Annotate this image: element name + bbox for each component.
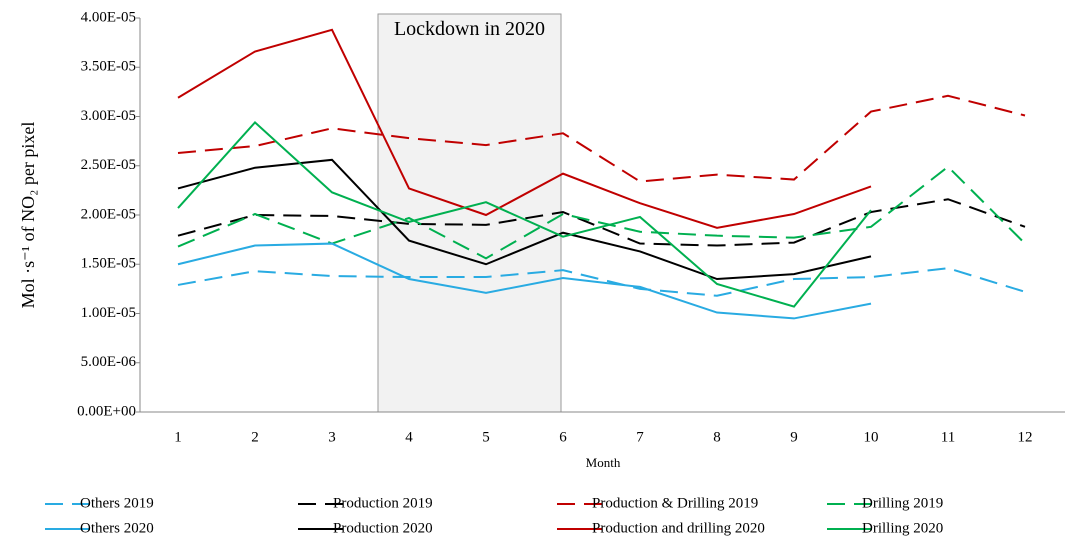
- y-tick-label: 1.00E-05: [81, 305, 136, 321]
- series-line: [177, 158, 872, 281]
- legend-label: Drilling 2019: [862, 495, 943, 511]
- legend-label: Others 2020: [80, 520, 154, 536]
- legend-label: Production & Drilling 2019: [592, 495, 758, 511]
- x-tick-label: 7: [636, 429, 644, 445]
- y-tick-label: 5.00E-06: [81, 354, 137, 370]
- x-tick-label: 8: [713, 429, 721, 445]
- y-axis-title: Mol ·s⁻¹ of NO₂ per pixel: [18, 122, 38, 309]
- x-tick-label: 6: [559, 429, 567, 445]
- y-tick-label: 3.00E-05: [81, 108, 136, 124]
- legend-label: Production 2019: [333, 495, 433, 511]
- series-line: [177, 242, 872, 320]
- legend-label: Others 2019: [80, 495, 154, 511]
- series-line: [177, 165, 1026, 260]
- x-tick-label: 5: [482, 429, 490, 445]
- legend-label: Drilling 2020: [862, 520, 943, 536]
- x-tick-label: 2: [251, 429, 259, 445]
- annotation: Lockdown in 2020: [393, 18, 546, 40]
- series-line: [177, 28, 872, 229]
- x-tick-label: 10: [864, 429, 879, 445]
- y-tick-label: 3.50E-05: [81, 59, 136, 75]
- series-line: [177, 94, 1026, 183]
- series-line: [177, 198, 1026, 247]
- x-axis-title: Month: [586, 455, 621, 470]
- x-tick-label: 12: [1018, 429, 1033, 445]
- y-tick-label: 2.50E-05: [81, 157, 136, 173]
- lockdown-box: [377, 13, 562, 413]
- x-tick-label: 1: [174, 429, 182, 445]
- x-tick-label: 9: [790, 429, 798, 445]
- y-tick-label: 4.00E-05: [81, 9, 136, 25]
- y-tick-label: 1.50E-05: [81, 256, 136, 272]
- x-tick-label: 3: [328, 429, 336, 445]
- y-tick-label: 2.00E-05: [81, 206, 136, 222]
- series-line: [177, 267, 1026, 297]
- series-line: [177, 120, 872, 308]
- legend-label: Production and drilling 2020: [592, 520, 765, 536]
- y-tick-label: 0.00E+00: [77, 403, 136, 419]
- legend-label: Production 2020: [333, 520, 433, 536]
- x-tick-label: 4: [405, 429, 413, 445]
- x-tick-label: 11: [941, 429, 955, 445]
